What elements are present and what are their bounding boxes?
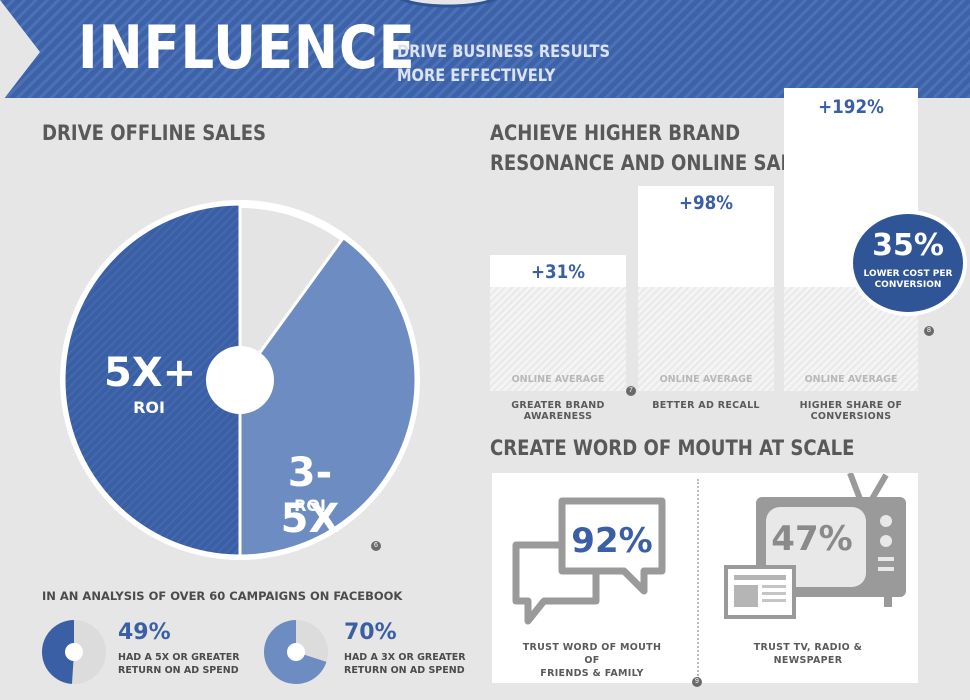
roi-pie-chart <box>60 200 420 560</box>
badge-caption-line-1: LOWER COST PER <box>863 269 953 279</box>
bar-caption: HIGHER SHARE OF CONVERSIONS <box>799 400 903 422</box>
bar-value: +31% <box>530 261 586 283</box>
stat2-description: HAD A 3X OR GREATER RETURN ON AD SPEND <box>344 651 466 677</box>
badge-value: 35% <box>872 228 944 263</box>
bar-caption: GREATER BRAND AWARENESS <box>511 400 605 422</box>
cost-per-conversion-badge: 35% LOWER COST PER CONVERSION <box>853 214 963 312</box>
badge-caption-line-2: CONVERSION <box>874 280 942 290</box>
page-subtitle: DRIVE BUSINESS RESULTS MORE EFFECTIVELY <box>397 40 610 88</box>
slice-small-unit: ROI <box>294 496 326 515</box>
brand-heading-line-1: ACHIEVE HIGHER BRAND <box>490 121 741 145</box>
subtitle-line-1: DRIVE BUSINESS RESULTS <box>397 42 610 62</box>
subtitle-line-2: MORE EFFECTIVELY <box>397 66 556 86</box>
stat1-donut-fill <box>42 620 74 684</box>
wom-right-value: 47% <box>771 519 853 559</box>
header-banner <box>0 0 970 104</box>
stat1-donut <box>42 620 106 684</box>
brand-heading-line-2: RESONANCE AND ONLINE SALES <box>490 151 818 175</box>
footnote-marker: 6 <box>371 541 381 551</box>
stat2-desc-line-2: RETURN ON AD SPEND <box>344 665 465 676</box>
stat1-donut-hole <box>65 643 83 661</box>
bar-caption: BETTER AD RECALL <box>652 400 760 411</box>
stat1-desc-line-2: RETURN ON AD SPEND <box>118 665 239 676</box>
panel-divider <box>697 479 699 679</box>
stat2-donut-hole <box>287 643 305 661</box>
bar-value: +98% <box>678 192 734 214</box>
bar-ad-recall: +98% ONLINE AVERAGE <box>638 186 774 391</box>
footnote-marker: 7 <box>626 386 636 396</box>
offline-sales-heading: DRIVE OFFLINE SALES <box>42 121 267 145</box>
wom-right-caption: TRUST TV, RADIO & NEWSPAPER <box>738 641 878 667</box>
word-of-mouth-heading: CREATE WORD OF MOUTH AT SCALE <box>490 436 855 460</box>
pie-center-hole <box>206 346 274 414</box>
wom-left-caption: TRUST WORD OF MOUTH OF FRIENDS & FAMILY <box>522 641 662 680</box>
stat2-value: 70% <box>344 620 397 645</box>
brand-heading: ACHIEVE HIGHER BRAND RESONANCE AND ONLIN… <box>490 118 817 178</box>
wom-left-caption-line-2: FRIENDS & FAMILY <box>540 668 644 679</box>
slice-small-value: 3-5X <box>280 450 340 542</box>
bar-baseline-hatch <box>490 287 626 391</box>
stat2-desc-line-1: HAD A 3X OR GREATER <box>344 652 466 663</box>
bar-baseline-label: ONLINE AVERAGE <box>804 374 898 385</box>
analysis-caption: IN AN ANALYSIS OF OVER 60 CAMPAIGNS ON F… <box>42 589 403 603</box>
slice-large-value: 5X+ <box>104 350 197 396</box>
bar-baseline-label: ONLINE AVERAGE <box>659 374 753 385</box>
stat1-value: 49% <box>118 620 171 645</box>
pie-slice-3-5x <box>238 235 418 558</box>
stat1-description: HAD A 5X OR GREATER RETURN ON AD SPEND <box>118 651 240 677</box>
pie-slice-5x <box>62 202 242 558</box>
stat1-desc-line-1: HAD A 5X OR GREATER <box>118 652 240 663</box>
wom-left-caption-line-1: TRUST WORD OF MOUTH OF <box>522 642 662 666</box>
wom-right-caption-line-1: TRUST TV, RADIO & <box>753 642 863 653</box>
footnote-marker: 9 <box>692 677 702 687</box>
slice-large-unit: ROI <box>133 398 165 417</box>
tv-newspaper-icon <box>724 473 906 619</box>
bar-brand-awareness: +31% ONLINE AVERAGE <box>490 255 626 391</box>
bar-baseline-hatch <box>638 287 774 391</box>
wom-left-value: 92% <box>571 521 653 561</box>
badge-caption: LOWER COST PER CONVERSION <box>853 269 963 291</box>
word-of-mouth-panel: 92% TRUST WORD OF MOUTH OF FRIENDS & FAM… <box>492 473 918 683</box>
footnote-marker: 8 <box>924 326 934 336</box>
bar-value: +192% <box>818 96 884 118</box>
speech-bubbles-icon <box>512 497 666 625</box>
stat2-donut <box>264 620 328 684</box>
page-title: INFLUENCE <box>78 13 416 83</box>
bar-baseline-label: ONLINE AVERAGE <box>511 374 605 385</box>
wom-right-caption-line-2: NEWSPAPER <box>773 655 843 666</box>
